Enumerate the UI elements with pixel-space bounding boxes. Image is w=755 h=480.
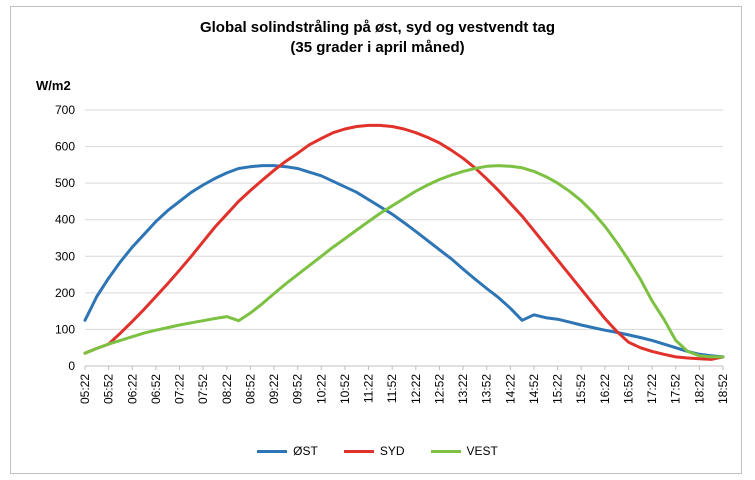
x-tick-label-1052: 10:52 [338, 374, 352, 404]
x-tick-label-0552: 05:52 [102, 374, 116, 404]
x-tick-label-0852: 08:52 [243, 374, 257, 404]
x-tick-label-1022: 10:22 [314, 374, 328, 404]
legend: ØST SYD VEST [0, 444, 755, 458]
x-tick-label-0652: 06:52 [149, 374, 163, 404]
legend-label-syd: SYD [379, 444, 405, 458]
y-tick-label-300: 300 [55, 249, 75, 263]
series-line-vest [83, 164, 725, 359]
x-tick-label-1852: 18:52 [716, 374, 730, 404]
y-tick-label-700: 700 [55, 103, 75, 117]
x-tick-label-1122: 11:22 [362, 374, 376, 403]
legend-swatch-vest [430, 449, 461, 453]
line-chart: 0 100 200 300 400 500 600 700 05:22 05:52 06:22 06:… [55, 103, 730, 404]
legend-swatch-syd [343, 449, 374, 453]
legend-item-syd: SYD [343, 444, 405, 458]
x-tick-label-1352: 13:52 [480, 374, 494, 404]
x-tick-label-1652: 16:52 [621, 374, 635, 404]
y-axis-label: W/m2 [36, 78, 71, 93]
x-tick-label-0922: 09:22 [267, 374, 281, 404]
x-tick-label-0522: 05:22 [78, 374, 92, 404]
x-tick-label-1252: 12:52 [432, 374, 446, 404]
x-tick-label-1152: 11:52 [385, 374, 399, 403]
chart-title: Global solindstråling på øst, syd og ves… [0, 18, 755, 58]
x-tick-label-1722: 17:22 [645, 374, 659, 404]
x-tick-label-1322: 13:22 [456, 374, 470, 404]
y-tick-label-400: 400 [55, 213, 75, 227]
legend-label-ost: ØST [293, 444, 318, 458]
y-tick-label-0: 0 [68, 359, 75, 373]
legend-swatch-ost [257, 449, 288, 453]
chart-frame [10, 6, 742, 474]
y-tick-label-200: 200 [55, 286, 75, 300]
y-tick-label-100: 100 [55, 322, 75, 336]
x-tick-label-0622: 06:22 [125, 374, 139, 404]
legend-item-vest: VEST [430, 444, 498, 458]
legend-item-ost: ØST [257, 444, 318, 458]
x-tick-label-1522: 15:22 [551, 374, 565, 404]
chart-title-line2: (35 grader i april måned) [290, 39, 465, 56]
series-line-syd [83, 123, 725, 361]
x-tick-label-0752: 07:52 [196, 374, 210, 404]
x-tick-label-1422: 14:22 [503, 374, 517, 404]
x-tick-label-1822: 18:22 [692, 374, 706, 404]
x-tick-label-0822: 08:22 [220, 374, 234, 404]
x-tick-label-1752: 17:52 [669, 374, 683, 404]
chart-title-line1: Global solindstråling på øst, syd og ves… [199, 19, 556, 36]
y-tick-label-600: 600 [55, 140, 75, 154]
x-tick-label-0722: 07:22 [173, 374, 187, 404]
x-tick-label-1222: 12:22 [409, 374, 423, 404]
x-tick-label-1622: 16:22 [598, 374, 612, 404]
series-line-ost [83, 164, 725, 359]
x-tick-label-0952: 09:52 [291, 374, 305, 404]
y-tick-label-500: 500 [55, 176, 75, 190]
legend-label-vest: VEST [466, 444, 498, 458]
x-tick-label-1452: 14:52 [527, 374, 541, 404]
x-tick-label-1552: 15:52 [574, 374, 588, 404]
